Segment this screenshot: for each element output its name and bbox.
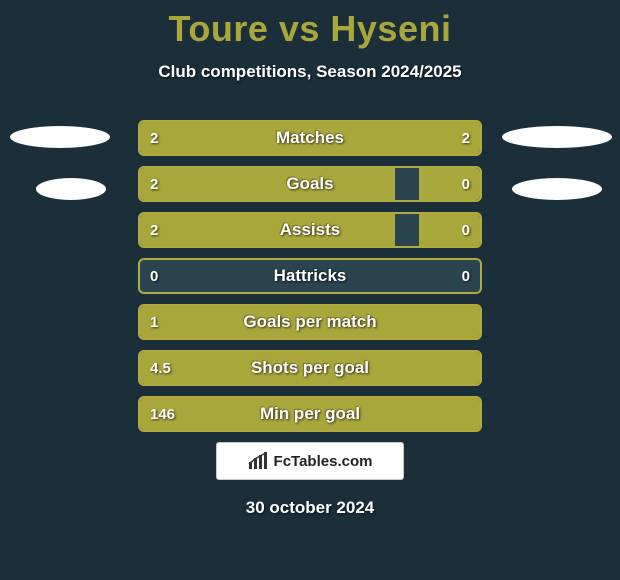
- team-left-oval-1: [10, 126, 110, 148]
- stat-row: Assists2 0: [138, 212, 482, 248]
- stat-value-left: 146: [150, 398, 175, 430]
- stat-label: Assists: [140, 214, 480, 246]
- stat-label: Matches: [140, 122, 480, 154]
- stat-value-left: 1: [150, 306, 158, 338]
- fctables-logo: FcTables.com: [216, 442, 404, 480]
- stat-label: Min per goal: [140, 398, 480, 430]
- team-right-oval-2: [512, 178, 602, 200]
- stat-value-right: 0: [462, 168, 470, 200]
- stat-row: Hattricks0 0: [138, 258, 482, 294]
- team-right-oval-1: [502, 126, 612, 148]
- stat-row: Goals2 0: [138, 166, 482, 202]
- stat-label: Goals per match: [140, 306, 480, 338]
- team-left-oval-2: [36, 178, 106, 200]
- stat-value-left: 2: [150, 168, 158, 200]
- stat-label: Goals: [140, 168, 480, 200]
- stat-value-left: 2: [150, 214, 158, 246]
- subtitle: Club competitions, Season 2024/2025: [0, 62, 620, 82]
- stat-row: Shots per goal4.5: [138, 350, 482, 386]
- stat-row: Matches2 2: [138, 120, 482, 156]
- logo-text: FcTables.com: [274, 453, 373, 470]
- stat-value-left: 2: [150, 122, 158, 154]
- stat-row: Min per goal146: [138, 396, 482, 432]
- stat-label: Shots per goal: [140, 352, 480, 384]
- stat-value-left: 0: [150, 260, 158, 292]
- stat-value-left: 4.5: [150, 352, 171, 384]
- stat-value-right: 0: [462, 214, 470, 246]
- logo-bars-icon: [248, 452, 270, 470]
- stat-label: Hattricks: [140, 260, 480, 292]
- stat-value-right: 0: [462, 260, 470, 292]
- page-title: Toure vs Hyseni: [0, 0, 620, 50]
- date-label: 30 october 2024: [0, 498, 620, 518]
- stats-panel: Matches22Goals20Assists20Hattricks00Goal…: [138, 120, 482, 442]
- stat-value-right: 2: [462, 122, 470, 154]
- comparison-infographic: Toure vs Hyseni Club competitions, Seaso…: [0, 0, 620, 580]
- stat-row: Goals per match1: [138, 304, 482, 340]
